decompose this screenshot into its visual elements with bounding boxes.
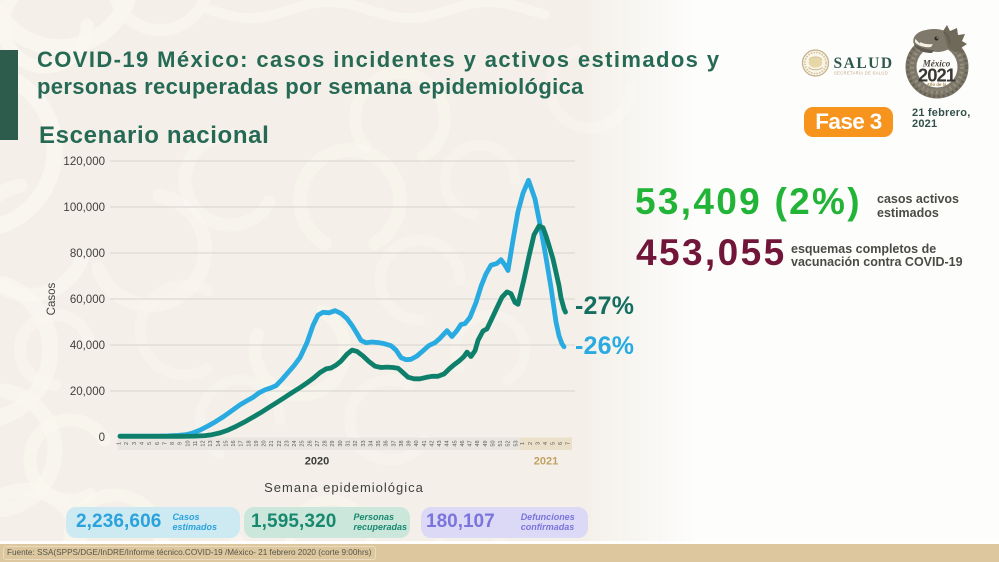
svg-text:38: 38 bbox=[399, 440, 405, 446]
svg-text:19: 19 bbox=[254, 440, 260, 446]
svg-text:26: 26 bbox=[307, 440, 313, 446]
svg-text:1: 1 bbox=[520, 442, 526, 445]
svg-text:20: 20 bbox=[262, 440, 268, 446]
svg-text:SECRETARÍA DE SALUD: SECRETARÍA DE SALUD bbox=[834, 71, 888, 76]
svg-text:34: 34 bbox=[368, 440, 374, 446]
svg-text:4: 4 bbox=[140, 442, 146, 445]
svg-text:45: 45 bbox=[452, 440, 458, 446]
svg-text:8: 8 bbox=[170, 442, 176, 445]
svg-text:33: 33 bbox=[361, 440, 367, 446]
svg-text:32: 32 bbox=[353, 440, 359, 446]
svg-text:2020: 2020 bbox=[305, 456, 329, 468]
svg-text:5: 5 bbox=[147, 442, 153, 445]
svg-text:53: 53 bbox=[513, 440, 519, 446]
svg-text:7: 7 bbox=[162, 442, 168, 445]
svg-text:9: 9 bbox=[178, 442, 184, 445]
svg-text:27: 27 bbox=[315, 440, 321, 446]
svg-text:3: 3 bbox=[132, 442, 138, 445]
svg-text:12: 12 bbox=[201, 440, 207, 446]
svg-text:16: 16 bbox=[231, 440, 237, 446]
svg-text:2: 2 bbox=[528, 442, 534, 445]
svg-text:46: 46 bbox=[460, 440, 466, 446]
svg-text:47: 47 bbox=[468, 440, 474, 446]
svg-text:25: 25 bbox=[300, 440, 306, 446]
svg-text:México: México bbox=[922, 59, 951, 69]
svg-text:4: 4 bbox=[543, 442, 549, 445]
svg-text:Casos: Casos bbox=[46, 282, 58, 315]
svg-text:40: 40 bbox=[414, 440, 420, 446]
svg-text:21: 21 bbox=[269, 440, 275, 446]
svg-text:40,000: 40,000 bbox=[70, 340, 105, 352]
svg-text:6: 6 bbox=[558, 442, 564, 445]
svg-text:44: 44 bbox=[445, 440, 451, 446]
svg-text:36: 36 bbox=[384, 440, 390, 446]
svg-text:15: 15 bbox=[223, 440, 229, 446]
svg-text:52: 52 bbox=[506, 440, 512, 446]
svg-text:50: 50 bbox=[491, 440, 497, 446]
svg-text:39: 39 bbox=[407, 440, 413, 446]
svg-text:31: 31 bbox=[346, 440, 352, 446]
svg-text:23: 23 bbox=[285, 440, 291, 446]
svg-text:28: 28 bbox=[323, 440, 329, 446]
svg-text:41: 41 bbox=[422, 440, 428, 446]
svg-text:Independencia: Independencia bbox=[921, 87, 952, 92]
svg-text:Año de la: Año de la bbox=[926, 82, 947, 87]
svg-text:7: 7 bbox=[566, 442, 572, 445]
svg-text:SALUD: SALUD bbox=[834, 55, 894, 72]
svg-text:11: 11 bbox=[193, 441, 199, 447]
svg-text:80,000: 80,000 bbox=[70, 248, 105, 260]
svg-text:37: 37 bbox=[391, 440, 397, 446]
svg-text:18: 18 bbox=[246, 440, 252, 446]
svg-text:2: 2 bbox=[124, 442, 130, 445]
svg-text:2021: 2021 bbox=[918, 65, 956, 86]
svg-text:1: 1 bbox=[117, 442, 123, 445]
svg-text:5: 5 bbox=[550, 442, 556, 445]
svg-text:10: 10 bbox=[185, 440, 191, 446]
svg-text:48: 48 bbox=[475, 440, 481, 446]
svg-text:35: 35 bbox=[376, 440, 382, 446]
svg-text:24: 24 bbox=[292, 440, 298, 446]
svg-text:100,000: 100,000 bbox=[63, 202, 105, 214]
svg-text:43: 43 bbox=[437, 440, 443, 446]
svg-text:60,000: 60,000 bbox=[70, 294, 105, 306]
svg-text:42: 42 bbox=[429, 440, 435, 446]
svg-text:17: 17 bbox=[239, 440, 245, 446]
svg-text:49: 49 bbox=[483, 440, 489, 446]
svg-text:20,000: 20,000 bbox=[70, 386, 105, 398]
svg-text:30: 30 bbox=[338, 440, 344, 446]
svg-text:14: 14 bbox=[216, 440, 222, 446]
svg-text:29: 29 bbox=[330, 440, 336, 446]
svg-text:6: 6 bbox=[155, 442, 161, 445]
svg-text:120,000: 120,000 bbox=[63, 156, 105, 168]
svg-text:3: 3 bbox=[535, 442, 541, 445]
svg-text:22: 22 bbox=[277, 440, 283, 446]
svg-text:51: 51 bbox=[498, 440, 504, 446]
svg-text:2021: 2021 bbox=[534, 456, 558, 468]
svg-text:13: 13 bbox=[208, 440, 214, 446]
svg-text:0: 0 bbox=[99, 432, 105, 444]
